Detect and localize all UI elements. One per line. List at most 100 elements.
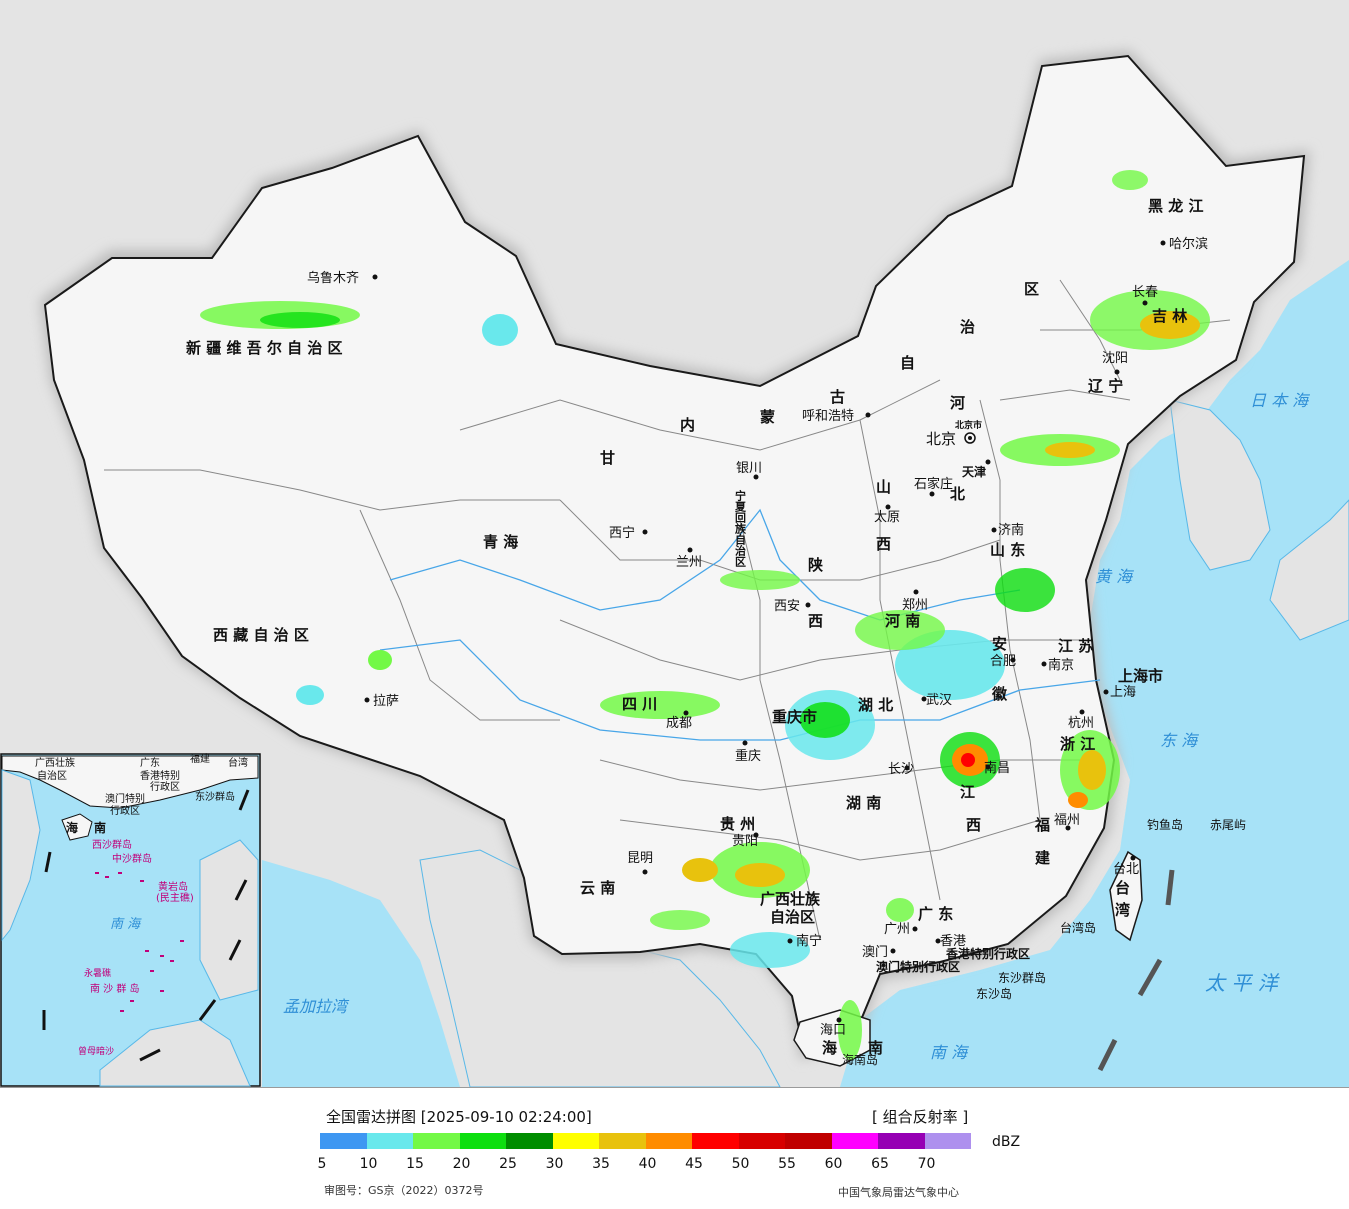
city-zhengzhou: 郑州 (902, 598, 928, 613)
island-taiwan: 台湾岛 (1060, 920, 1096, 935)
inset-philippines (199, 839, 259, 1001)
sea-bengal: 孟加拉湾 (283, 997, 350, 1016)
color-scale-tick-label: 25 (499, 1156, 517, 1172)
color-scale-segment (413, 1133, 460, 1149)
legend-unit: dBZ (992, 1134, 1021, 1150)
label-sichuan: 四 川 (622, 695, 657, 713)
radar-map[interactable]: 新 疆 维 吾 尔 自 治 区 西 藏 自 治 区 青 海 甘 内 蒙 古 自 … (0, 0, 1349, 1088)
city-nanning: 南宁 (796, 933, 822, 949)
province-borders (104, 279, 1231, 941)
label-taiwan-1: 台 (1115, 879, 1130, 897)
color-scale-tick-label: 65 (871, 1156, 889, 1172)
color-scale-segment (459, 1133, 506, 1149)
color-scale-tick-label: 45 (685, 1156, 703, 1172)
color-scale-segment (692, 1133, 739, 1149)
label-guangxi-2: 自治区 (770, 908, 815, 926)
label-heilongjiang: 黑 龙 江 (1148, 197, 1203, 215)
inset-huangyan: 黄岩岛 (158, 880, 188, 893)
label-chongqing: 重庆市 (772, 708, 817, 726)
inset-zhongsha: 中沙群岛 (112, 852, 152, 865)
color-scale-tick-label: 50 (731, 1156, 750, 1172)
city-chongqing: 重庆 (735, 748, 761, 764)
label-qinghai: 青 海 (483, 533, 518, 551)
inset-hainan-2: 南 (94, 820, 106, 835)
island-dongsha: 东沙岛 (976, 986, 1012, 1001)
label-neimenggu-6: 区 (1024, 280, 1039, 298)
color-scale-tick-label: 20 (452, 1156, 471, 1172)
city-nanjing: 南京 (1048, 657, 1074, 673)
label-liaoning: 辽 宁 (1088, 377, 1123, 395)
label-fujian-1: 福 (1034, 816, 1050, 834)
city-hefei: 合肥 (990, 654, 1016, 669)
sea-yellow: 黄 海 (1095, 567, 1134, 586)
label-jilin: 吉 林 (1152, 307, 1188, 325)
city-shijiazhuang: 石家庄 (914, 476, 953, 492)
inset-dongsha: 东沙群岛 (195, 790, 235, 803)
region-labels-small: 天津 北京市 香港特别行政区 澳门特别行政区 (876, 419, 1030, 974)
maritime-boundary-marks (1097, 869, 1175, 1072)
inset-huangyan2: (民主礁) (156, 891, 194, 904)
label-jiangxi-1: 江 (960, 783, 975, 801)
label-shaanxi-1: 陕 (808, 556, 823, 574)
color-scale-segment (506, 1133, 553, 1149)
color-scale-tick-label: 5 (317, 1156, 327, 1172)
label-neimenggu-2: 蒙 (760, 408, 775, 426)
label-tianjin: 天津 (962, 464, 986, 479)
island-chiwei: 赤尾屿 (1210, 818, 1246, 832)
label-zhejiang: 浙 江 (1060, 735, 1095, 753)
map-approval-number: 审图号：GS京（2022）0372号 (324, 1184, 484, 1197)
label-ningxia: 宁夏回族自治区 (734, 489, 747, 568)
label-macao-sar: 澳门特别行政区 (876, 959, 960, 974)
south-china-sea-inset[interactable]: 广西壮族 自治区 广东 福建 台湾 香港特别 行政区 澳门特别 行政区 东沙群岛… (0, 752, 261, 1087)
label-guangxi-1: 广西壮族 (760, 890, 821, 908)
city-fuzhou: 福州 (1054, 813, 1080, 828)
label-neimenggu-1: 内 (680, 416, 695, 434)
inset-guangxi-zz: 自治区 (37, 769, 67, 782)
city-urumqi: 乌鲁木齐 (307, 270, 359, 286)
city-guangzhou: 广州 (884, 922, 910, 937)
island-labels: 钓鱼岛 赤尾屿 台湾岛 海南岛 东沙群岛 东沙岛 (842, 817, 1246, 1067)
label-hebei-2: 北 (950, 485, 965, 503)
city-macau: 澳门 (862, 944, 888, 960)
sea-east: 东 海 (1160, 731, 1199, 750)
label-gansu: 甘 (600, 449, 615, 467)
color-scale-segment (320, 1133, 367, 1149)
city-markers (364, 240, 1166, 1023)
city-beijing: 北京 (926, 430, 956, 448)
city-lhasa: 拉萨 (373, 694, 399, 709)
color-scale-tick-label: 70 (917, 1156, 936, 1172)
label-guangdong: 广 东 (918, 905, 953, 923)
inset-mainland (1, 755, 259, 809)
label-anhui-1: 安 (992, 635, 1007, 653)
city-taipei: 台北 (1113, 862, 1139, 877)
data-source: 中国气象局雷达气象中心 (838, 1186, 959, 1199)
inset-xisha: 西沙群岛 (92, 838, 132, 851)
korea-japan-land (1169, 399, 1271, 571)
legend-panel: 全国雷达拼图 [2025-09-10 02:24:00] [ 组合反射率 ] 5… (0, 1087, 1349, 1209)
label-hainan-1: 海 (822, 1039, 837, 1057)
label-taiwan-2: 湾 (1115, 901, 1130, 919)
label-neimenggu-5: 治 (960, 318, 975, 336)
product-type: [ 组合反射率 ] (872, 1108, 969, 1126)
city-harbin: 哈尔滨 (1169, 236, 1208, 252)
sea-pacific: 太 平 洋 (1205, 971, 1280, 995)
inset-guangxi: 广西壮族 (35, 756, 75, 769)
inset-zengmu: 曾母暗沙 (78, 1045, 114, 1057)
radar-echoes (200, 170, 1210, 1060)
sea-labels: 日 本 海 黄 海 东 海 太 平 洋 南 海 孟加拉湾 (283, 391, 1310, 1062)
inset-hainan-1: 海 (66, 820, 78, 835)
city-jinan: 济南 (998, 522, 1024, 538)
label-yunnan: 云 南 (580, 879, 615, 897)
color-scale-tick-label: 15 (406, 1156, 424, 1172)
label-hubei: 湖 北 (858, 696, 893, 714)
sea-japan: 日 本 海 (1250, 391, 1310, 410)
color-scale-tick-label: 35 (592, 1156, 610, 1172)
color-scale-segment (738, 1133, 785, 1149)
inset-guangdong: 广东 (140, 756, 160, 769)
color-scale-segment (366, 1133, 413, 1149)
label-shanxi-1: 山 (876, 478, 891, 496)
inset-nansha: 南 沙 群 岛 (90, 982, 140, 995)
label-fujian-2: 建 (1035, 849, 1051, 867)
japan-land (1269, 499, 1349, 641)
label-neimenggu-3: 古 (830, 388, 845, 406)
